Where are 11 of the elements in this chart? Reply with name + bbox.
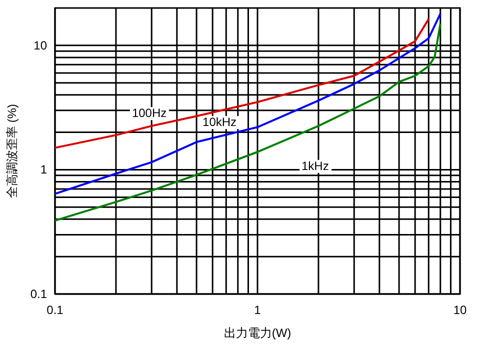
y-tick-label: 10 (34, 38, 48, 52)
x-axis-title: 出力電力(W) (224, 326, 292, 340)
series-label: 1kHz (302, 158, 329, 173)
x-tick-label: 10 (453, 303, 467, 317)
x-tick-label: 0.1 (46, 303, 64, 317)
y-tick-label: 0.1 (30, 287, 48, 301)
series-label: 10kHz (202, 115, 237, 130)
series-label: 100Hz (132, 106, 167, 120)
x-tick-label: 1 (254, 303, 262, 317)
y-tick-label: 1 (40, 162, 48, 177)
y-axis-title: 全高調波歪率 (%) (5, 104, 19, 198)
